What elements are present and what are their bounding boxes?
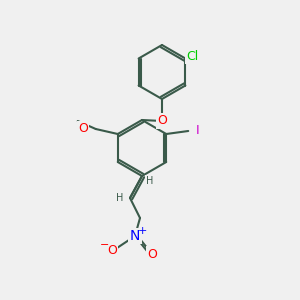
Text: Cl: Cl	[186, 50, 199, 63]
Text: H: H	[146, 176, 154, 186]
Text: I: I	[196, 124, 200, 137]
Text: O: O	[147, 248, 157, 260]
Text: O: O	[78, 122, 88, 136]
Text: O: O	[157, 115, 167, 128]
Text: H: H	[116, 193, 124, 203]
Text: N: N	[130, 229, 140, 243]
Text: −: −	[100, 240, 110, 250]
Text: +: +	[137, 226, 147, 236]
Text: O: O	[107, 244, 117, 257]
